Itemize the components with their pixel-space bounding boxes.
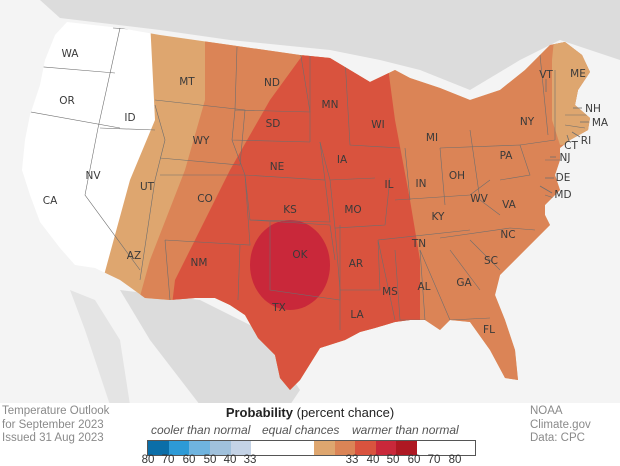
state-labels: WA OR ID NV CA MT WY UT CO AZ NM ND SD NE KS OK TX MN WI IA… [43, 48, 609, 336]
swatch-warm-70 [396, 441, 417, 455]
state-label-il: IL [385, 179, 394, 191]
state-label-mn: MN [322, 99, 339, 111]
state-label-md: MD [554, 189, 571, 201]
state-label-id: ID [124, 112, 135, 124]
state-label-ny: NY [520, 116, 535, 128]
tick-warm-33: 33 [345, 454, 359, 466]
state-label-mt: MT [179, 76, 195, 88]
state-label-mi: MI [426, 132, 438, 144]
tick-warm-80: 80 [448, 454, 462, 466]
us-temperature-outlook-map: WA OR ID NV CA MT WY UT CO AZ NM ND SD NE KS OK TX MN WI IA… [22, 0, 620, 405]
probability-color-bar [147, 440, 476, 456]
tick-warm-40: 40 [366, 454, 380, 466]
tick-cool-33: 33 [243, 454, 257, 466]
swatch-cool-50 [210, 441, 231, 455]
warmer-label: warmer than normal [352, 423, 459, 437]
state-label-ma: MA [592, 117, 609, 129]
state-label-ky: KY [432, 211, 446, 223]
state-label-tx: TX [271, 302, 286, 314]
outlook-title: Temperature Outlook [2, 405, 110, 417]
tick-cool-50: 50 [203, 454, 217, 466]
state-label-al: AL [417, 281, 430, 293]
state-label-me: ME [570, 68, 586, 80]
label-leader-lines [539, 79, 589, 194]
state-label-sc: SC [484, 255, 498, 267]
mexico-landmass [120, 290, 300, 405]
state-label-sd: SD [266, 118, 281, 130]
state-label-oh: OH [449, 170, 465, 182]
swatch-warm-60 [376, 441, 396, 455]
swatch-equal [251, 441, 314, 455]
cooler-label: cooler than normal [151, 423, 251, 437]
state-label-la: LA [350, 309, 364, 321]
state-label-wa: WA [62, 48, 80, 60]
state-label-wv: WV [470, 193, 488, 205]
state-label-ct: CT [564, 140, 578, 152]
tick-warm-70: 70 [427, 454, 441, 466]
state-label-nj: NJ [560, 152, 571, 164]
state-label-ar: AR [349, 258, 363, 270]
zone-warm-60-70 [250, 220, 330, 310]
state-label-nm: NM [191, 257, 208, 269]
tick-cool-60: 60 [182, 454, 196, 466]
state-label-nv: NV [85, 170, 101, 182]
state-label-pa: PA [500, 150, 514, 162]
outlook-period: for September 2023 [2, 418, 104, 431]
outlook-info: Temperature Outlook for September 2023 I… [2, 405, 109, 446]
state-label-ia: IA [337, 154, 348, 166]
state-label-va: VA [502, 199, 517, 211]
state-label-vt: VT [539, 69, 553, 81]
state-label-fl: FL [483, 324, 495, 336]
swatch-warm-40 [335, 441, 355, 455]
state-label-ks: KS [283, 204, 297, 216]
state-label-ri: RI [581, 135, 591, 147]
tick-warm-60: 60 [407, 454, 421, 466]
state-label-wi: WI [371, 119, 384, 131]
tick-cool-80: 80 [141, 454, 155, 466]
tick-cool-70: 70 [161, 454, 175, 466]
state-label-ms: MS [382, 286, 398, 298]
legend-title-bold: Probability [225, 405, 293, 420]
canada-landmass [40, 0, 620, 90]
legend-title-rest: (percent chance) [293, 405, 395, 420]
state-label-or: OR [59, 95, 75, 107]
state-label-tn: TN [411, 238, 426, 250]
state-label-mo: MO [344, 204, 361, 216]
state-label-ne: NE [270, 161, 285, 173]
equal-chances-label: equal chances [262, 423, 340, 437]
state-label-ok: OK [292, 249, 308, 261]
state-label-az: AZ [127, 250, 141, 262]
swatch-cool-40 [231, 441, 251, 455]
state-label-de: DE [556, 172, 571, 184]
state-label-nd: ND [264, 77, 280, 89]
state-label-ca: CA [43, 195, 58, 207]
issued-date: Issued 31 Aug 2023 [2, 432, 104, 444]
state-label-nc: NC [500, 229, 515, 241]
state-label-ut: UT [140, 181, 155, 193]
swatch-cool-70 [169, 441, 189, 455]
swatch-warm-33 [314, 441, 335, 455]
swatch-cool-80 [148, 441, 169, 455]
baja-california [70, 290, 130, 405]
legend-title: Probability (percent chance) [0, 405, 620, 420]
state-label-nh: NH [585, 103, 601, 115]
tick-cool-40: 40 [223, 454, 237, 466]
state-label-in: IN [416, 178, 427, 190]
source-credit: NOAA Climate.gov [530, 405, 591, 431]
tick-warm-50: 50 [386, 454, 400, 466]
swatch-cool-60 [189, 441, 210, 455]
credits: NOAA Climate.gov Data: CPC [530, 405, 620, 446]
state-label-ga: GA [456, 277, 472, 289]
data-credit: Data: CPC [530, 432, 585, 444]
state-label-wy: WY [193, 135, 210, 147]
state-label-co: CO [197, 193, 213, 205]
swatch-warm-50 [355, 441, 376, 455]
state-borders [22, 27, 590, 330]
